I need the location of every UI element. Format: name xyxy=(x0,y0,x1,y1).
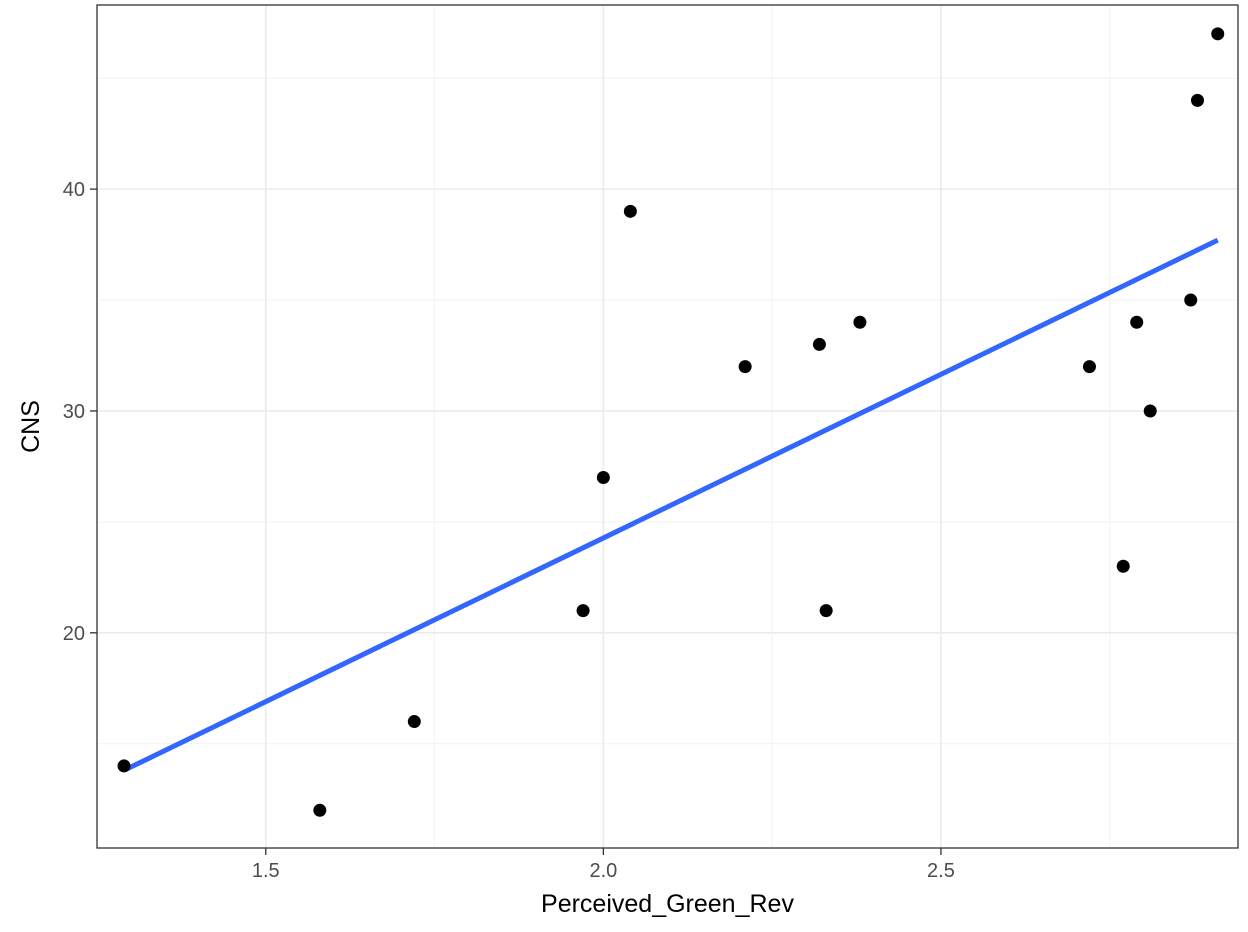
data-point xyxy=(313,803,327,817)
trend-line-layer xyxy=(122,237,1219,773)
data-point xyxy=(623,204,637,218)
data-point xyxy=(1082,360,1096,374)
axis-ticks: 1.5 2.0 2.5 20 30 40 xyxy=(63,179,955,882)
data-point xyxy=(576,604,590,618)
data-point xyxy=(1130,315,1144,329)
x-tick-label: 1.5 xyxy=(252,860,280,882)
y-tick-label: 30 xyxy=(63,401,85,423)
y-tick-label: 40 xyxy=(63,179,85,201)
data-point xyxy=(596,471,610,485)
grid xyxy=(97,5,1238,848)
data-point xyxy=(819,604,833,618)
x-axis-title: Perceived_Green_Rev xyxy=(541,890,794,918)
data-point xyxy=(1143,404,1157,418)
x-tick-label: 2.5 xyxy=(927,860,955,882)
x-tick-label: 2.0 xyxy=(589,860,617,882)
panel-border xyxy=(96,4,1239,849)
data-point xyxy=(812,337,826,351)
data-point xyxy=(853,315,867,329)
data-point xyxy=(1116,559,1130,573)
data-point xyxy=(1190,93,1204,107)
y-tick-label: 20 xyxy=(63,623,85,645)
data-point xyxy=(738,360,752,374)
data-point xyxy=(1184,293,1198,307)
data-point xyxy=(407,715,421,729)
data-point xyxy=(1211,27,1225,41)
data-point xyxy=(117,759,131,773)
panel-background xyxy=(97,5,1238,848)
y-axis-title: CNS xyxy=(17,400,45,453)
regression-line xyxy=(122,237,1219,773)
data-points xyxy=(117,27,1225,817)
